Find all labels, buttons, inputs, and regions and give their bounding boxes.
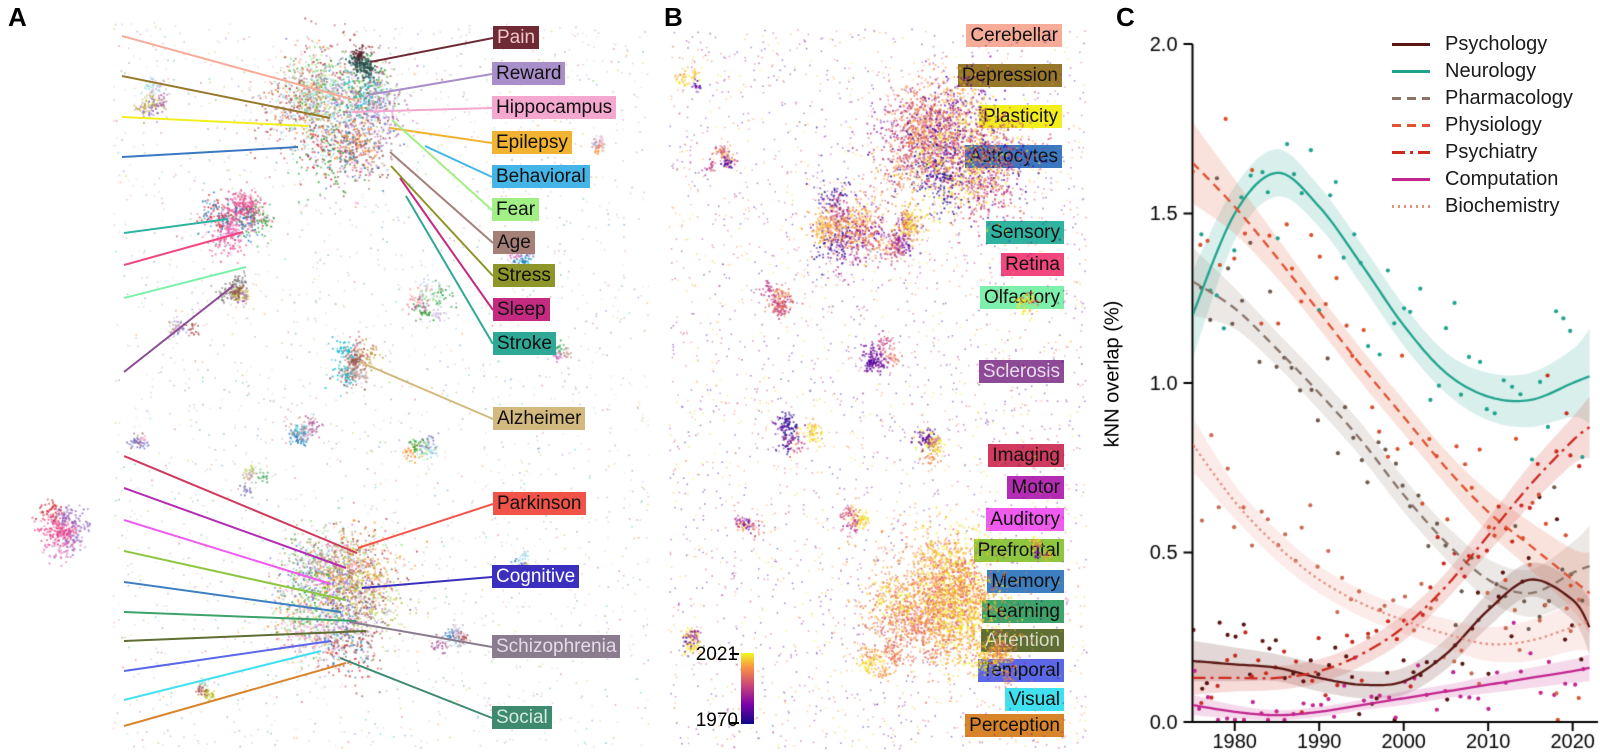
legend-item-physiology: Physiology (1392, 112, 1573, 139)
chart-legend: Psychology Neurology Pharmacology Physiolog… (1392, 31, 1573, 220)
panel-a-leader-lines (121, 35, 494, 727)
topic-label-pain: Pain (493, 26, 540, 49)
topic-line-prefrontal (123, 550, 347, 601)
topic-line-stroke (405, 195, 494, 345)
topic-label-stroke: Stroke (493, 332, 556, 355)
topic-line-plasticity (121, 116, 309, 127)
topic-line-memory (123, 581, 342, 613)
legend-line-sample (1392, 178, 1430, 181)
topic-line-sclerosis (123, 285, 234, 373)
topic-label-fear: Fear (492, 198, 540, 221)
topic-label-reward: Reward (492, 62, 566, 85)
knn-overlap-chart-canvas (1100, 0, 1600, 752)
topic-line-temporal (123, 640, 332, 672)
topic-label-cognitive: Cognitive (492, 565, 580, 588)
topic-line-pain (369, 37, 494, 63)
topic-label-epilepsy: Epilepsy (492, 131, 572, 154)
legend-label: Biochemistry (1445, 195, 1560, 217)
topic-line-sleep (399, 177, 494, 311)
topic-line-behavioral (424, 145, 493, 178)
topic-line-age (389, 151, 494, 244)
legend-line-sample (1392, 97, 1430, 100)
topic-line-schizophrenia (349, 621, 493, 648)
topic-line-attention (123, 630, 367, 642)
panel-b-scatter-canvas (658, 0, 1088, 752)
legend-item-computation: Computation (1392, 166, 1573, 193)
topic-line-reward (367, 73, 493, 96)
topic-label-schizophrenia: Schizophrenia (492, 635, 621, 658)
topic-line-social (339, 657, 493, 719)
colorbar-bottom-tick (730, 722, 739, 724)
panel-a-scatter-canvas (0, 0, 660, 752)
colorbar-max-label: 2021 (695, 644, 738, 665)
legend-line-sample (1392, 205, 1430, 208)
legend-label: Computation (1445, 168, 1559, 190)
colorbar-min-label: 1970 (695, 710, 738, 731)
legend-line-sample (1392, 151, 1430, 154)
topic-label-stress: Stress (493, 264, 555, 287)
legend-item-biochemistry: Biochemistry (1392, 193, 1573, 220)
legend-line-sample (1392, 124, 1430, 127)
topic-line-imaging (123, 455, 358, 554)
topic-label-parkinson: Parkinson (493, 492, 586, 515)
topic-line-cerebellar (121, 35, 356, 101)
topic-label-social: Social (492, 706, 552, 729)
legend-label: Physiology (1445, 114, 1542, 136)
topic-line-fear (391, 119, 493, 211)
legend-label: Psychology (1445, 33, 1548, 55)
topic-label-alzheimer: Alzheimer (493, 407, 586, 430)
topic-line-retina (123, 231, 244, 266)
topic-line-epilepsy (389, 127, 493, 144)
legend-item-psychology: Psychology (1392, 31, 1573, 58)
topic-line-alzheimer (359, 361, 494, 420)
legend-item-psychiatry: Psychiatry (1392, 139, 1573, 166)
topic-label-behavioral: Behavioral (492, 165, 590, 188)
legend-label: Psychiatry (1445, 141, 1538, 163)
legend-line-sample (1392, 70, 1430, 73)
colorbar-top-tick (730, 653, 739, 655)
topic-line-olfactory (123, 266, 247, 299)
topic-line-perception (123, 662, 347, 727)
topic-line-astrocytes (121, 146, 299, 158)
topic-line-sensory (123, 218, 229, 234)
topic-label-hippocampus: Hippocampus (492, 96, 617, 119)
topic-line-parkinson (357, 503, 494, 549)
legend-label: Neurology (1445, 60, 1537, 82)
colorbar-gradient (741, 653, 754, 724)
topic-line-stress (390, 165, 494, 277)
legend-line-sample (1392, 43, 1430, 46)
topic-label-sleep: Sleep (493, 298, 550, 321)
legend-item-pharmacology: Pharmacology (1392, 85, 1573, 112)
y-axis-label: kNN overlap (%) (1101, 300, 1124, 448)
topic-line-visual (123, 650, 322, 701)
topic-line-motor (123, 487, 347, 569)
topic-line-depression (121, 75, 331, 119)
legend-label: Pharmacology (1445, 87, 1573, 109)
legend-item-neurology: Neurology (1392, 58, 1573, 85)
topic-label-age: Age (493, 231, 535, 254)
topic-line-hippocampus (351, 107, 493, 113)
topic-line-learning (123, 611, 357, 622)
topic-line-cognitive (361, 576, 493, 589)
year-colorbar: 2021 1970 (684, 643, 764, 738)
topic-line-auditory (123, 519, 332, 585)
